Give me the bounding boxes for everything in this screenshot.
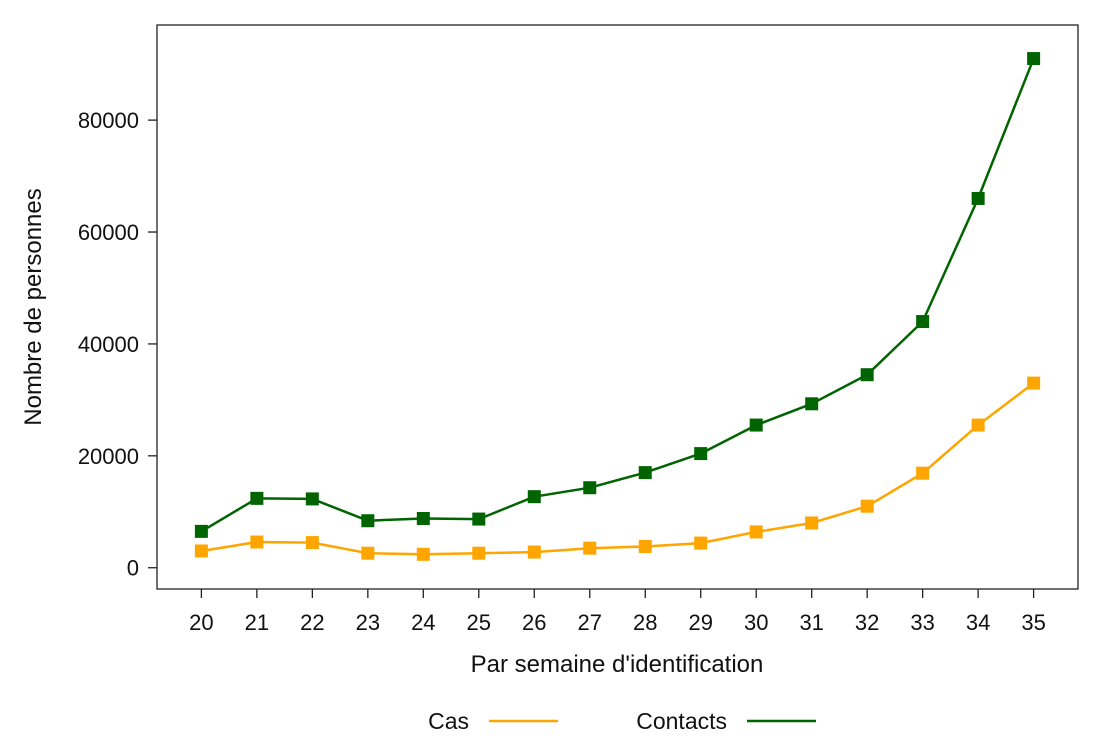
data-point-contacts (749, 418, 763, 432)
data-point-cas (361, 546, 375, 560)
series-cas (194, 376, 1041, 561)
x-axis-title: Par semaine d'identification (471, 651, 764, 678)
x-tick-label: 23 (356, 610, 380, 635)
data-point-contacts (916, 315, 930, 329)
y-tick-label: 40000 (78, 332, 139, 357)
data-point-cas (416, 547, 430, 561)
data-point-cas (1027, 376, 1041, 390)
data-point-cas (583, 541, 597, 555)
data-point-cas (916, 466, 930, 480)
data-point-contacts (694, 447, 708, 461)
data-point-contacts (1027, 52, 1041, 66)
legend-item-contacts: Contacts (636, 708, 816, 734)
data-point-contacts (305, 492, 319, 506)
x-axis: 20 21 22 23 24 25 26 27 28 29 30 31 32 33 34 35 (189, 589, 1046, 635)
series-line-contacts (200, 58, 1035, 533)
x-tick-label: 25 (467, 610, 491, 635)
data-point-contacts (250, 491, 264, 505)
x-tick-label: 30 (744, 610, 768, 635)
data-point-contacts (527, 490, 541, 504)
legend-label: Contacts (636, 708, 727, 734)
legend: Cas Contacts (428, 708, 816, 734)
x-tick-label: 28 (633, 610, 657, 635)
data-point-cas (860, 499, 874, 513)
data-point-cas (194, 544, 208, 558)
data-point-cas (749, 525, 763, 539)
legend-label: Cas (428, 708, 469, 734)
x-tick-label: 20 (189, 610, 213, 635)
series-layer (194, 52, 1041, 561)
y-axis: 0 20000 40000 60000 80000 (78, 108, 157, 581)
data-point-contacts (472, 512, 486, 526)
data-point-contacts (860, 368, 874, 382)
data-point-cas (250, 535, 264, 549)
x-tick-label: 34 (966, 610, 990, 635)
legend-item-cas: Cas (428, 708, 558, 734)
data-point-contacts (805, 397, 819, 411)
data-point-cas (805, 516, 819, 530)
y-tick-label: 0 (127, 556, 139, 581)
data-point-contacts (638, 466, 652, 480)
x-tick-label: 31 (799, 610, 823, 635)
data-point-cas (472, 546, 486, 560)
data-point-cas (527, 545, 541, 559)
x-tick-label: 27 (578, 610, 602, 635)
x-tick-label: 29 (688, 610, 712, 635)
data-point-contacts (361, 514, 375, 528)
x-tick-label: 21 (245, 610, 269, 635)
series-line-cas (201, 382, 1035, 556)
plot-frame (156, 24, 1079, 590)
x-tick-label: 35 (1021, 610, 1045, 635)
y-tick-label: 60000 (78, 220, 139, 245)
data-point-contacts (971, 191, 985, 205)
data-point-contacts (583, 481, 597, 495)
x-tick-label: 32 (855, 610, 879, 635)
x-tick-label: 26 (522, 610, 546, 635)
data-point-cas (971, 418, 985, 432)
x-tick-label: 22 (300, 610, 324, 635)
data-point-cas (305, 536, 319, 550)
y-tick-label: 20000 (78, 444, 139, 469)
x-tick-label: 24 (411, 610, 435, 635)
data-point-cas (638, 539, 652, 553)
series-contacts (194, 52, 1041, 538)
y-axis-title: Nombre de personnes (20, 188, 47, 425)
data-point-contacts (416, 512, 430, 525)
x-tick-label: 33 (910, 610, 934, 635)
data-point-contacts (194, 524, 208, 538)
y-tick-label: 80000 (78, 108, 139, 133)
data-point-cas (694, 536, 708, 550)
